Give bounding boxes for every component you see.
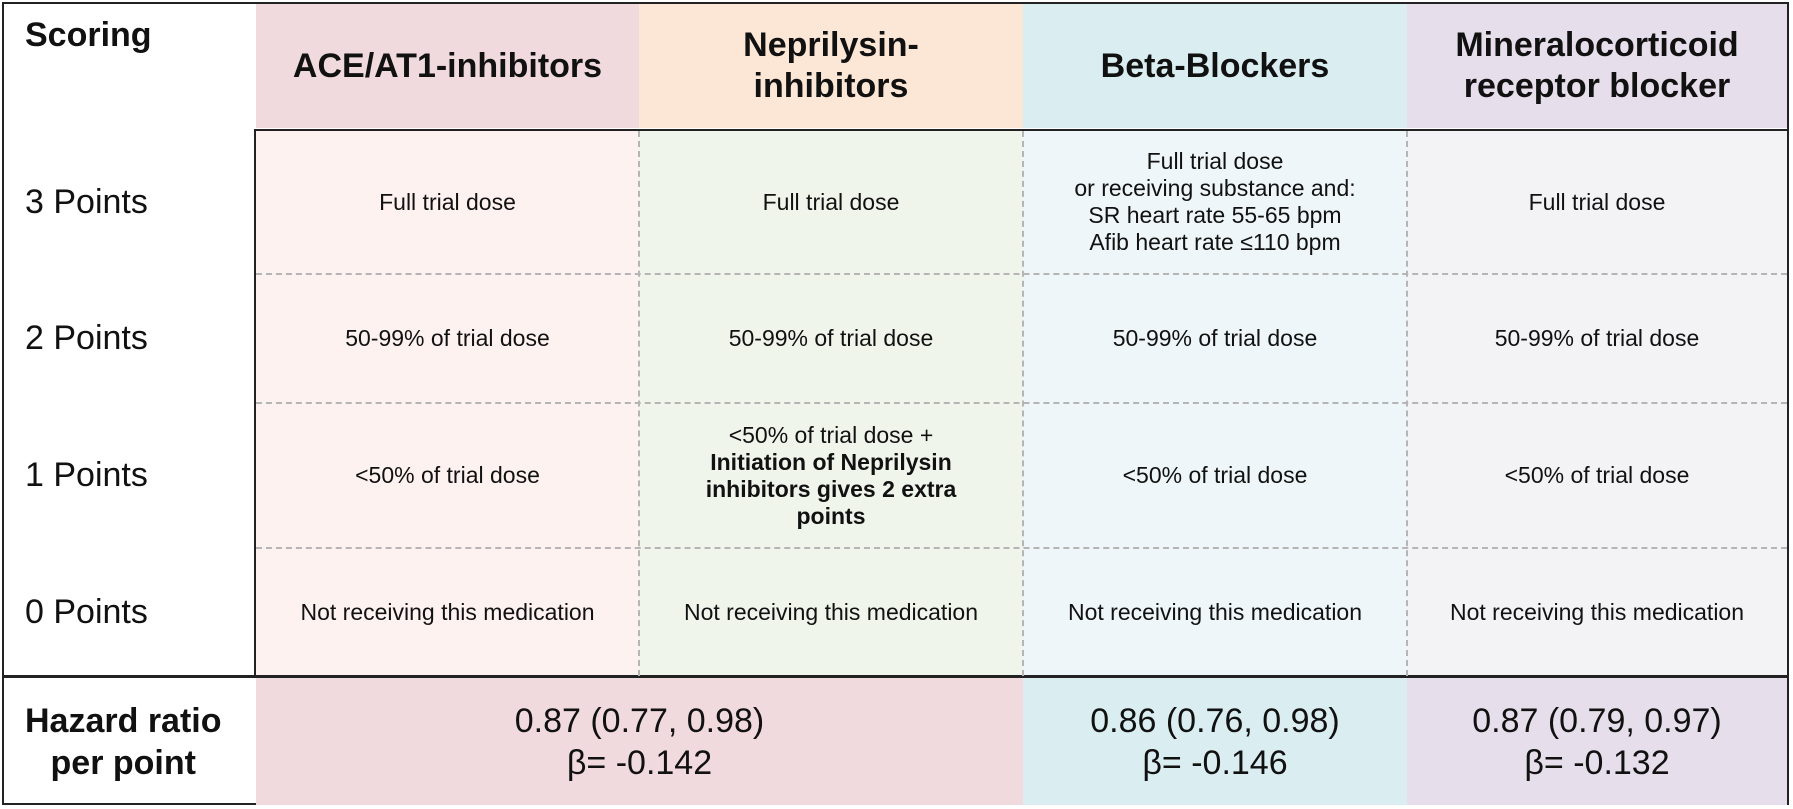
- cell-text-line: Not receiving this medication: [683, 598, 979, 625]
- cell-text-line: SR heart rate 55-65 bpm: [1088, 202, 1342, 228]
- divider-under-header: [254, 129, 1789, 131]
- dashed-divider-row-2: [256, 402, 1787, 404]
- hazard-label-text: Hazard ratio per point: [25, 700, 222, 784]
- table-cell: <50% of trial dose: [1407, 403, 1787, 548]
- cell-text-line: 50-99% of trial dose: [1112, 325, 1318, 351]
- row-label-2-points: 2 Points: [25, 319, 148, 357]
- dashed-divider-col-3: [1406, 131, 1408, 676]
- header-label-line: Neprilysin-: [743, 26, 919, 64]
- hazard-ratio-value: 0.87 (0.79, 0.97): [1472, 701, 1722, 740]
- bonus-note-line: points: [796, 502, 866, 529]
- dashed-divider-col-2: [1022, 131, 1024, 676]
- cell-text-line: <50% of trial dose +: [728, 421, 934, 448]
- hazard-ratio-beta-blockers: 0.86 (0.76, 0.98) β= -0.146: [1023, 678, 1407, 805]
- table-cell: <50% of trial dose: [256, 403, 639, 548]
- header-label-line: receptor blocker: [1463, 67, 1731, 105]
- hazard-ratio-value: 0.87 (0.77, 0.98): [514, 701, 765, 740]
- table-cell: 50-99% of trial dose: [1407, 274, 1787, 403]
- hazard-ratio-value: 0.86 (0.76, 0.98): [1090, 701, 1340, 740]
- header-label: Neprilysin-inhibitors: [743, 25, 919, 107]
- header-beta-blockers: Beta-Blockers: [1023, 4, 1407, 128]
- cell-text-line: Full trial dose: [1528, 188, 1666, 215]
- header-mineralocorticoid: Mineralocorticoid receptor blocker: [1407, 4, 1787, 128]
- cell-text-line: 50-99% of trial dose: [728, 325, 934, 351]
- header-label-line: ACE/AT1-inhibitors: [292, 46, 603, 85]
- row-label-3-points: 3 Points: [25, 182, 148, 221]
- hazard-ratio-label: Hazard ratio per point: [4, 678, 256, 805]
- hazard-values: 0.87 (0.77, 0.98) β= -0.142: [515, 700, 765, 784]
- table-cell: <50% of trial dose: [1023, 403, 1407, 548]
- header-ace-at1: ACE/AT1-inhibitors: [256, 4, 639, 128]
- table-cell: 50-99% of trial dose: [639, 274, 1023, 403]
- cell-text: Not receiving this medication: [1450, 599, 1744, 626]
- cell-text-line: or receiving substance and:: [1074, 175, 1356, 201]
- bonus-note-line: Initiation of Neprilysin: [710, 448, 952, 475]
- hazard-values: 0.86 (0.76, 0.98) β= -0.146: [1090, 700, 1340, 784]
- table-cell: Not receiving this medication: [639, 548, 1023, 676]
- cell-text-line: <50% of trial dose: [355, 462, 540, 488]
- cell-text-line: Not receiving this medication: [300, 598, 595, 625]
- divider-label-column: [254, 129, 256, 677]
- cell-text: Not receiving this medication: [300, 599, 594, 626]
- beta-value: β= -0.142: [566, 743, 713, 782]
- header-neprilysin: Neprilysin-inhibitors: [639, 4, 1023, 128]
- hazard-ratio-ace-neprilysin: 0.87 (0.77, 0.98) β= -0.142: [256, 678, 1023, 805]
- header-label: ACE/AT1-inhibitors: [293, 46, 602, 87]
- table-cell: Not receiving this medication: [1023, 548, 1407, 676]
- table-cell: Full trial dose: [256, 130, 639, 274]
- dashed-divider-col-1: [638, 131, 640, 676]
- cell-text-line: Not receiving this medication: [1067, 598, 1363, 625]
- cell-text: 50-99% of trial dose: [729, 325, 934, 352]
- corner-label-scoring: Scoring: [25, 16, 152, 54]
- cell-text: Full trial dose: [1529, 189, 1666, 216]
- table-cell: Full trial dose: [639, 130, 1023, 274]
- hazard-label-line: Hazard ratio: [25, 701, 222, 740]
- cell-text: <50% of trial dose: [1505, 462, 1690, 489]
- header-label: Beta-Blockers: [1101, 46, 1330, 87]
- header-label: Mineralocorticoid receptor blocker: [1455, 25, 1738, 107]
- cell-text-line: 50-99% of trial dose: [1494, 325, 1700, 351]
- cell-text-line: Full trial dose: [1146, 148, 1284, 174]
- cell-text: <50% of trial dose: [1123, 462, 1308, 489]
- divider-above-hazard: [2, 675, 1789, 678]
- table-cell: Not receiving this medication: [256, 548, 639, 676]
- neprilysin-bonus-note: Initiation of Neprilysin inhibitors gives…: [706, 449, 957, 530]
- table-cell: Full trial dose: [1407, 130, 1787, 274]
- cell-text-line: Full trial dose: [762, 188, 900, 215]
- cell-text-line: 50-99% of trial dose: [345, 325, 550, 351]
- hazard-label-line: per point: [50, 743, 196, 782]
- cell-text: Full trial dose: [379, 189, 516, 216]
- cell-text-line: <50% of trial dose: [1504, 462, 1690, 488]
- cell-text: Not receiving this medication: [1068, 599, 1362, 626]
- beta-value: β= -0.132: [1524, 743, 1670, 782]
- table-cell: Not receiving this medication: [1407, 548, 1787, 676]
- cell-text-line: Full trial dose: [379, 188, 516, 215]
- hazard-ratio-mineralocorticoid: 0.87 (0.79, 0.97) β= -0.132: [1407, 678, 1787, 805]
- cell-text: <50% of trial dose + Initiation of Nepril…: [706, 422, 957, 530]
- dashed-divider-row-3: [256, 547, 1787, 549]
- cell-text: 50-99% of trial dose: [1495, 325, 1700, 352]
- cell-text: 50-99% of trial dose: [345, 325, 550, 352]
- cell-text: Full trial dose or receiving substance an…: [1074, 148, 1355, 256]
- table-cell: 50-99% of trial dose: [1023, 274, 1407, 403]
- beta-value: β= -0.146: [1142, 743, 1288, 782]
- header-label-line: Beta-Blockers: [1100, 46, 1330, 85]
- cell-text-line: Afib heart rate ≤110 bpm: [1089, 229, 1341, 255]
- cell-text-line: Not receiving this medication: [1449, 598, 1745, 625]
- header-label-line: inhibitors: [753, 67, 909, 105]
- cell-text: <50% of trial dose: [355, 462, 540, 489]
- cell-text-line: <50% of trial dose: [1122, 462, 1308, 488]
- bonus-note-line: inhibitors gives 2 extra: [705, 475, 957, 502]
- table-cell: Full trial dose or receiving substance an…: [1023, 130, 1407, 274]
- row-label-1-points: 1 Points: [25, 456, 148, 494]
- cell-text: 50-99% of trial dose: [1113, 325, 1318, 352]
- table-cell: <50% of trial dose + Initiation of Nepril…: [639, 403, 1023, 548]
- hazard-values: 0.87 (0.79, 0.97) β= -0.132: [1472, 700, 1722, 784]
- cell-text: Not receiving this medication: [684, 599, 978, 626]
- header-label-line: Mineralocorticoid: [1455, 26, 1739, 64]
- dashed-divider-row-1: [256, 273, 1787, 275]
- table-cell: 50-99% of trial dose: [256, 274, 639, 403]
- cell-text: Full trial dose: [763, 189, 900, 216]
- row-label-0-points: 0 Points: [25, 592, 148, 631]
